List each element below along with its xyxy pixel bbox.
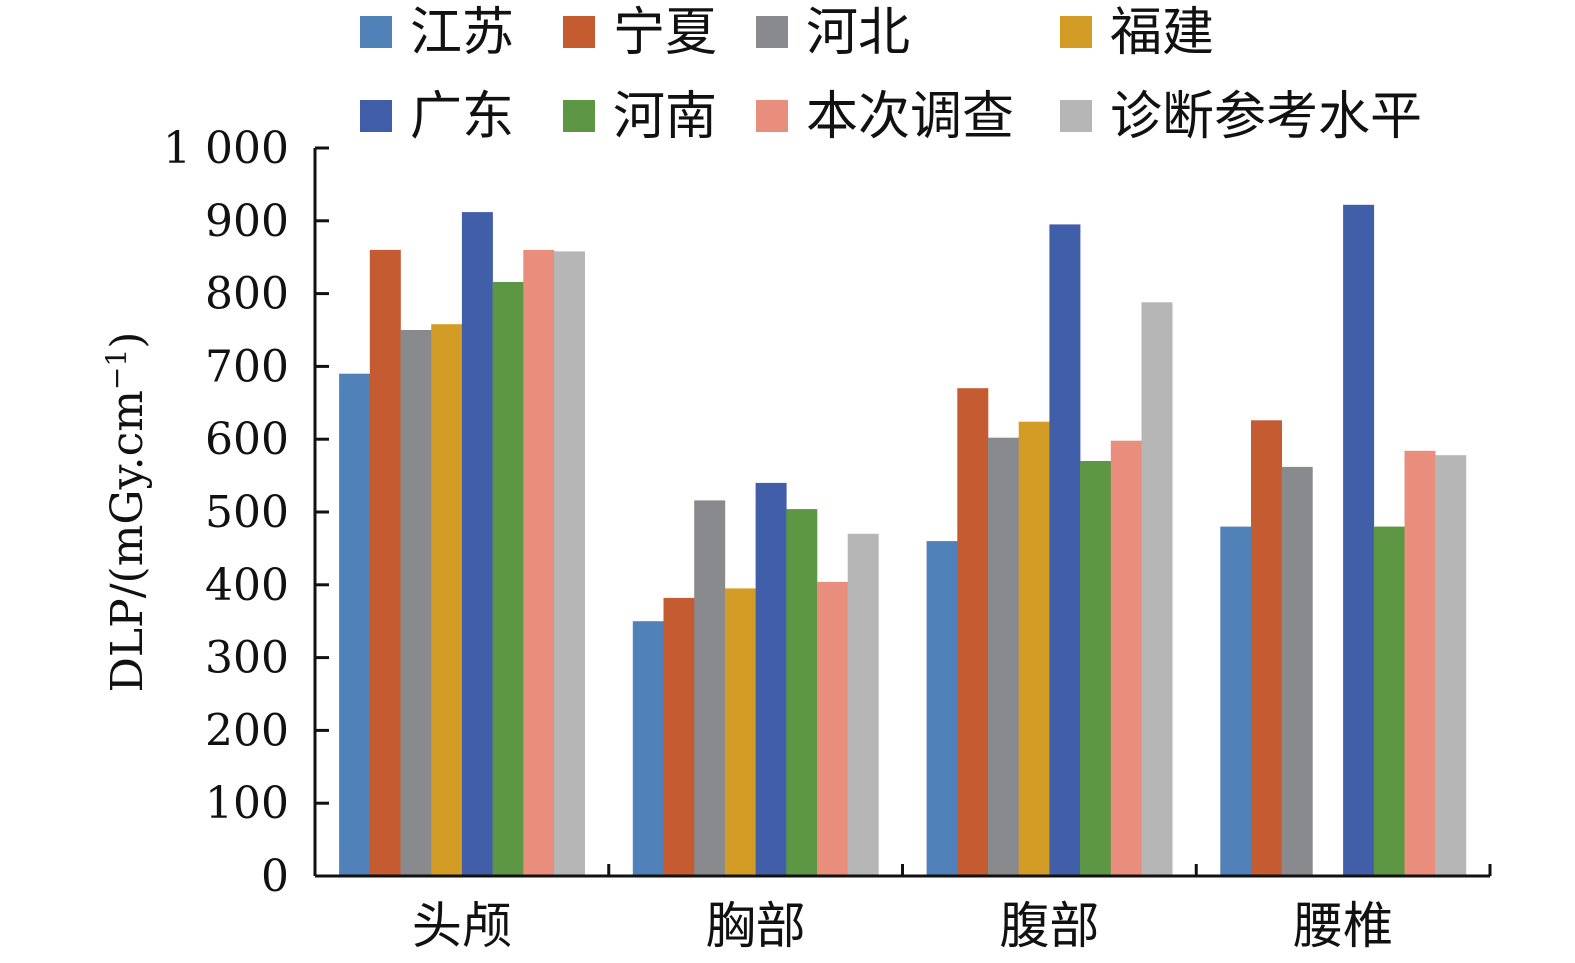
y-tick-label: 800 (205, 269, 289, 320)
y-tick-label: 900 (205, 196, 289, 247)
legend-item: 江苏 (360, 3, 514, 63)
axis-labels: 0 100 200 300 400 500 600 700 800 900 1 000 头颅 胸部 腹部 腰… (163, 123, 1393, 955)
x-category-label: 头颅 (412, 897, 512, 955)
bar (492, 282, 524, 876)
legend-item: 宁夏 (563, 3, 717, 63)
bar (926, 541, 958, 876)
bar (339, 373, 371, 876)
legend-item: 诊断参考水平 (1060, 87, 1422, 147)
legend-swatch (360, 100, 392, 132)
bar (1343, 204, 1375, 877)
bar (1049, 224, 1081, 876)
bar (632, 621, 664, 876)
y-axis-title-main: DLP/(mGy.cm (102, 390, 153, 692)
bar (1404, 450, 1436, 876)
bar (817, 581, 848, 876)
y-axis-title: DLP/(mGy.cm−1) (100, 332, 154, 693)
bar (1141, 302, 1173, 876)
legend-swatch (563, 100, 595, 132)
bar (461, 212, 493, 877)
legend-item: 河北 (756, 3, 910, 63)
y-tick-label: 0 (261, 851, 289, 902)
legend-swatch (756, 16, 788, 48)
legend-item: 广东 (360, 87, 514, 147)
axes (313, 146, 1492, 878)
legend-label: 福建 (1110, 3, 1214, 63)
y-tick-label: 600 (205, 414, 289, 465)
bar (755, 482, 787, 876)
bars (339, 204, 1467, 877)
bar (1220, 526, 1252, 876)
y-tick-label: 100 (205, 778, 289, 829)
y-tick-label: 200 (205, 705, 289, 756)
bar (431, 324, 463, 876)
bar (1080, 461, 1112, 876)
bar (1018, 421, 1050, 876)
bar (400, 330, 432, 876)
legend-swatch (1060, 16, 1092, 48)
bar (523, 249, 555, 876)
bar (1110, 440, 1142, 876)
legend-item: 河南 (563, 87, 717, 147)
bar (694, 500, 726, 876)
legend-item: 本次调查 (756, 87, 1014, 147)
y-tick-label: 700 (205, 341, 289, 392)
bar (1251, 420, 1282, 876)
legend-swatch (563, 16, 595, 48)
bar (724, 588, 756, 876)
y-tick-label: 500 (205, 487, 289, 538)
bar (786, 509, 818, 876)
legend-label: 江苏 (410, 3, 514, 63)
y-tick-label: 300 (205, 633, 289, 684)
legend-label: 本次调查 (806, 87, 1014, 147)
legend-label: 诊断参考水平 (1110, 87, 1422, 147)
bar (847, 533, 879, 876)
bar (1373, 526, 1405, 876)
legend-label: 宁夏 (613, 3, 717, 63)
legend-label: 广东 (410, 87, 514, 147)
legend-item: 福建 (1060, 3, 1214, 63)
bar (957, 388, 989, 876)
y-axis-title-superscript: −1 (100, 349, 133, 390)
bar (369, 249, 401, 876)
bar (663, 597, 695, 876)
x-category-label: 腹部 (999, 897, 1099, 955)
y-axis-title-close: ) (102, 332, 153, 349)
legend-label: 河北 (806, 3, 910, 63)
legend-label: 河南 (613, 87, 717, 147)
y-tick-label: 1 000 (163, 123, 289, 174)
x-category-label: 腰椎 (1293, 897, 1393, 955)
bar (1435, 455, 1467, 876)
legend-swatch (360, 16, 392, 48)
legend-swatch (1060, 100, 1092, 132)
bar (1281, 466, 1313, 876)
x-category-label: 胸部 (706, 897, 806, 955)
bar (554, 251, 585, 876)
y-tick-label: 400 (205, 560, 289, 611)
legend-swatch (756, 100, 788, 132)
bar (988, 437, 1019, 876)
